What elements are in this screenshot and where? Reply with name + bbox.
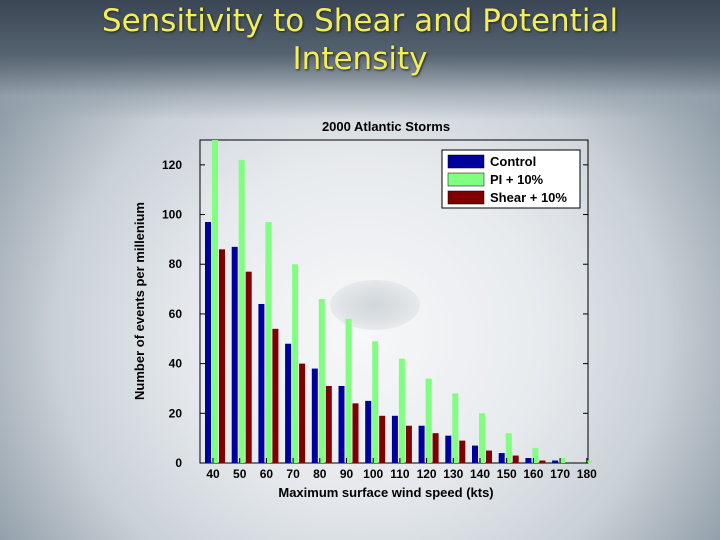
x-tick-label: 120 xyxy=(417,467,437,481)
bar-pi-10--40 xyxy=(212,140,218,463)
bar-pi-10--50 xyxy=(238,159,245,463)
x-tick-label: 170 xyxy=(550,467,570,481)
x-tick-label: 80 xyxy=(313,467,327,481)
x-tick-label: 40 xyxy=(206,467,220,481)
bar-pi-10--160 xyxy=(532,448,539,463)
bar-control-130 xyxy=(445,435,452,463)
x-tick-label: 140 xyxy=(470,467,490,481)
bar-shear-10--140 xyxy=(486,450,492,463)
legend-swatch xyxy=(447,154,485,169)
legend-swatch xyxy=(447,172,485,187)
hurricane-eye xyxy=(330,280,420,330)
bar-shear-10--90 xyxy=(352,403,359,463)
slide-title: Sensitivity to Shear and Potential Inten… xyxy=(0,2,720,78)
y-tick-label: 0 xyxy=(175,456,182,470)
bar-shear-10--110 xyxy=(405,425,412,463)
bar-control-60 xyxy=(258,303,265,463)
bar-control-160 xyxy=(525,458,532,463)
legend-label: Control xyxy=(490,154,536,169)
bar-shear-10--70 xyxy=(299,363,306,463)
background-sky xyxy=(0,0,720,120)
x-axis-label: Maximum surface wind speed (kts) xyxy=(278,485,493,500)
bar-pi-10--110 xyxy=(398,358,405,463)
bar-pi-10--170 xyxy=(559,458,566,463)
slide-title-line-1: Sensitivity to Shear and Potential xyxy=(101,3,619,39)
bar-shear-10--80 xyxy=(325,385,332,463)
bar-control-50 xyxy=(231,246,238,463)
chart-title: 2000 Atlantic Storms xyxy=(322,119,450,134)
bar-control-100 xyxy=(365,400,372,463)
bar-shear-10--60 xyxy=(272,328,279,463)
bar-shear-10--150 xyxy=(512,455,519,463)
bar-shear-10--130 xyxy=(459,440,466,463)
x-tick-label: 130 xyxy=(443,467,463,481)
x-tick-label: 70 xyxy=(286,467,300,481)
x-tick-label: 50 xyxy=(233,467,247,481)
bar-control-110 xyxy=(391,415,398,463)
bar-shear-10--50 xyxy=(245,271,252,463)
bar-control-70 xyxy=(285,343,292,463)
bar-pi-10--130 xyxy=(452,393,459,463)
slide-title-line-2: Intensity xyxy=(292,41,428,77)
x-tick-label: 60 xyxy=(260,467,274,481)
bar-pi-10--120 xyxy=(425,378,432,463)
bar-pi-10--80 xyxy=(318,299,325,463)
bar-shear-10--100 xyxy=(379,415,386,463)
y-tick-label: 40 xyxy=(169,357,183,371)
bar-control-40 xyxy=(205,221,211,463)
legend-label: Shear + 10% xyxy=(490,190,567,205)
bar-pi-10--140 xyxy=(479,413,485,463)
y-tick-label: 80 xyxy=(169,257,183,271)
x-tick-label: 160 xyxy=(523,467,543,481)
bar-control-90 xyxy=(338,385,345,463)
y-tick-label: 100 xyxy=(162,208,182,222)
y-tick-label: 120 xyxy=(162,158,182,172)
bar-shear-10--120 xyxy=(432,433,439,463)
x-tick-label: 90 xyxy=(340,467,354,481)
bar-control-140 xyxy=(472,445,478,463)
bar-control-80 xyxy=(311,368,318,463)
bar-pi-10--90 xyxy=(345,318,352,463)
y-tick-label: 60 xyxy=(169,307,183,321)
bar-shear-10--160 xyxy=(539,460,546,463)
bar-pi-10--70 xyxy=(292,264,299,463)
bar-pi-10--100 xyxy=(372,341,379,463)
bar-shear-10--40 xyxy=(219,249,225,463)
legend-swatch xyxy=(447,190,485,205)
y-ticks-group: 0 20 40 60 80 100 120 xyxy=(162,158,588,470)
bar-pi-10--60 xyxy=(265,221,272,463)
legend-label: PI + 10% xyxy=(490,172,544,187)
x-tick-label: 100 xyxy=(363,467,383,481)
x-tick-label: 180 xyxy=(577,467,597,481)
y-axis-label: Number of events per millenium xyxy=(132,202,147,400)
y-tick-label: 20 xyxy=(169,406,183,420)
legend: Control PI + 10% Shear + 10% xyxy=(441,149,581,209)
bar-control-150 xyxy=(498,453,505,463)
bar-control-120 xyxy=(418,425,425,463)
x-tick-label: 110 xyxy=(390,467,410,481)
x-tick-label: 150 xyxy=(497,467,517,481)
bar-pi-10--150 xyxy=(505,433,512,463)
bars-group xyxy=(205,140,592,463)
bar-control-170 xyxy=(552,460,559,463)
x-ticks-group: 40 50 60 70 80 90 100 110 120 130 140 150 160 170 180 xyxy=(206,458,597,481)
bar-pi-10--180 xyxy=(585,460,592,463)
